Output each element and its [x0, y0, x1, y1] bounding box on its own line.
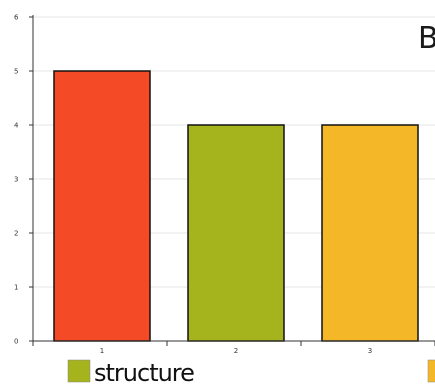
- y-tick-label: 6: [14, 14, 19, 22]
- x-tick-label: 3: [368, 347, 372, 355]
- legend: structure: [67, 359, 435, 385]
- legend-label: structure: [94, 359, 194, 385]
- bar: [187, 124, 285, 342]
- bar: [53, 70, 151, 342]
- y-tick-label: 4: [14, 122, 19, 130]
- y-tick-label: 0: [14, 338, 18, 346]
- bar: [321, 124, 419, 342]
- y-tick-label: 1: [14, 284, 18, 292]
- legend-swatch: [427, 359, 435, 383]
- x-tick-labels: 1 2 3: [100, 347, 372, 355]
- legend-swatch: [67, 359, 91, 383]
- y-tick-label: 5: [14, 68, 18, 76]
- x-tick-label: 1: [100, 347, 104, 355]
- y-tick-label: 3: [14, 176, 18, 184]
- y-tick-labels: 0 1 2 3 4 5 6: [14, 14, 19, 346]
- chart-title: B: [418, 21, 435, 56]
- bars: [53, 70, 419, 342]
- axes: [29, 15, 435, 346]
- x-tick-label: 2: [234, 347, 238, 355]
- y-tick-label: 2: [14, 230, 18, 238]
